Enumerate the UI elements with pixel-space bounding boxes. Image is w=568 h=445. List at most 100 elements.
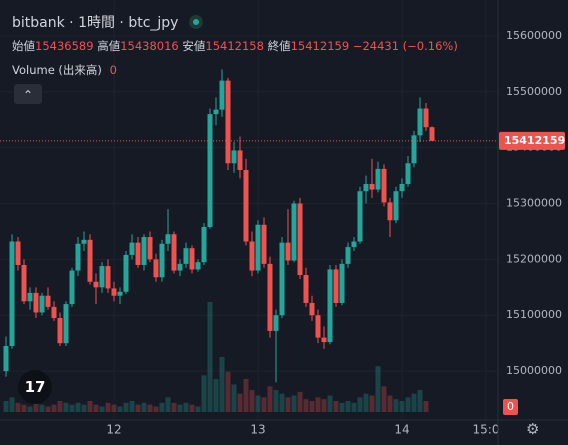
low-value: 15412158 <box>205 39 264 53</box>
candle-body <box>291 203 297 261</box>
candle-body <box>87 239 93 282</box>
volume-bar <box>351 402 357 412</box>
volume-bar <box>357 397 363 412</box>
volume-bar <box>207 302 213 412</box>
candle-body <box>255 224 261 271</box>
volume-bar <box>225 371 231 412</box>
logo[interactable]: 17 <box>18 370 52 404</box>
volume-bar <box>183 402 189 412</box>
volume-bar <box>237 393 243 412</box>
candle-body <box>393 191 399 221</box>
high-value: 15438016 <box>120 39 179 53</box>
candle-body <box>189 248 195 270</box>
volume-bar <box>111 404 117 412</box>
volume-bar <box>123 402 129 412</box>
candle-body <box>81 239 87 244</box>
close-value: 15412159 <box>290 39 350 53</box>
volume-bar <box>75 402 81 412</box>
candle-body <box>375 168 381 190</box>
y-tick-label: 15500000 <box>506 85 562 98</box>
volume-bar <box>369 395 375 412</box>
candle-body <box>153 259 159 278</box>
volume-bar <box>363 393 369 412</box>
candle-body <box>27 292 33 302</box>
volume-bar <box>57 401 63 412</box>
collapse-button[interactable]: ⌃ <box>14 84 42 104</box>
volume-bar <box>333 401 339 412</box>
x-tick-label: 15:0 <box>473 423 500 437</box>
volume-bar <box>267 386 273 412</box>
candle-body <box>237 150 243 170</box>
candle-body <box>219 80 225 110</box>
volume-bar <box>243 379 249 412</box>
volume-bar <box>63 402 69 412</box>
volume-bar <box>249 390 255 412</box>
volume-bar <box>117 406 123 412</box>
candle-body <box>279 242 285 316</box>
candle-body <box>333 269 339 303</box>
y-tick-label: 15000000 <box>506 364 562 377</box>
x-tick-label: 12 <box>106 423 121 437</box>
candle-body <box>111 288 117 296</box>
candle-body <box>201 226 207 263</box>
volume-bar <box>321 399 327 412</box>
volume-bar <box>255 395 261 412</box>
volume-bar <box>33 402 39 412</box>
candle-body <box>21 264 27 302</box>
volume-bar <box>201 375 207 412</box>
candle-body <box>129 242 135 255</box>
candle-body <box>183 248 189 264</box>
volume-label[interactable]: Volume (出来高) <box>12 63 102 77</box>
candle-body <box>267 263 273 331</box>
volume-bar <box>51 404 57 412</box>
candle-body <box>411 135 417 164</box>
volume-bar <box>135 404 141 412</box>
volume-bar <box>3 401 9 412</box>
candle-body <box>3 345 9 372</box>
volume-bar <box>291 395 297 412</box>
volume-bar <box>411 393 417 412</box>
volume-bar <box>21 404 27 412</box>
volume-value-box <box>503 399 518 415</box>
candle-body <box>135 242 141 265</box>
volume-bar <box>153 406 159 412</box>
candle-body <box>57 318 63 344</box>
y-tick-label: 15200000 <box>506 252 562 265</box>
candle-body <box>93 281 99 288</box>
volume-bar <box>99 406 105 412</box>
candle-body <box>387 202 393 221</box>
volume-bar <box>399 401 405 412</box>
candle-body <box>9 241 15 346</box>
x-tick-label: 14 <box>394 423 409 437</box>
candle-body <box>39 295 45 313</box>
candle-body <box>321 337 327 343</box>
volume-bar <box>177 404 183 412</box>
candle-body <box>141 237 147 265</box>
candle-body <box>15 241 21 265</box>
volume-bar <box>285 397 291 412</box>
symbol-title[interactable]: bitbank · 1時間 · btc_jpy <box>12 15 179 31</box>
candle-body <box>345 247 351 264</box>
volume-axis-label: 0 <box>507 400 514 413</box>
volume-bar <box>195 406 201 412</box>
settings-button[interactable]: ⚙ <box>526 420 540 438</box>
volume-bar <box>231 384 237 412</box>
candle-body <box>165 234 171 244</box>
candle-body <box>69 270 75 305</box>
candle-body <box>225 80 231 164</box>
volume-bar <box>423 401 429 412</box>
change: −24431 (−0.16%) <box>352 39 458 53</box>
candle-body <box>357 191 363 242</box>
volume-bar <box>327 395 333 412</box>
volume-bar <box>381 386 387 412</box>
volume-bar <box>147 404 153 412</box>
volume-bar <box>315 397 321 412</box>
candle-body <box>63 304 69 344</box>
volume-bar <box>15 402 21 412</box>
volume-bar <box>417 390 423 412</box>
low-label: 安値 <box>182 39 206 53</box>
volume-bar <box>273 390 279 412</box>
volume-bar <box>393 399 399 412</box>
candle-body <box>405 163 411 184</box>
